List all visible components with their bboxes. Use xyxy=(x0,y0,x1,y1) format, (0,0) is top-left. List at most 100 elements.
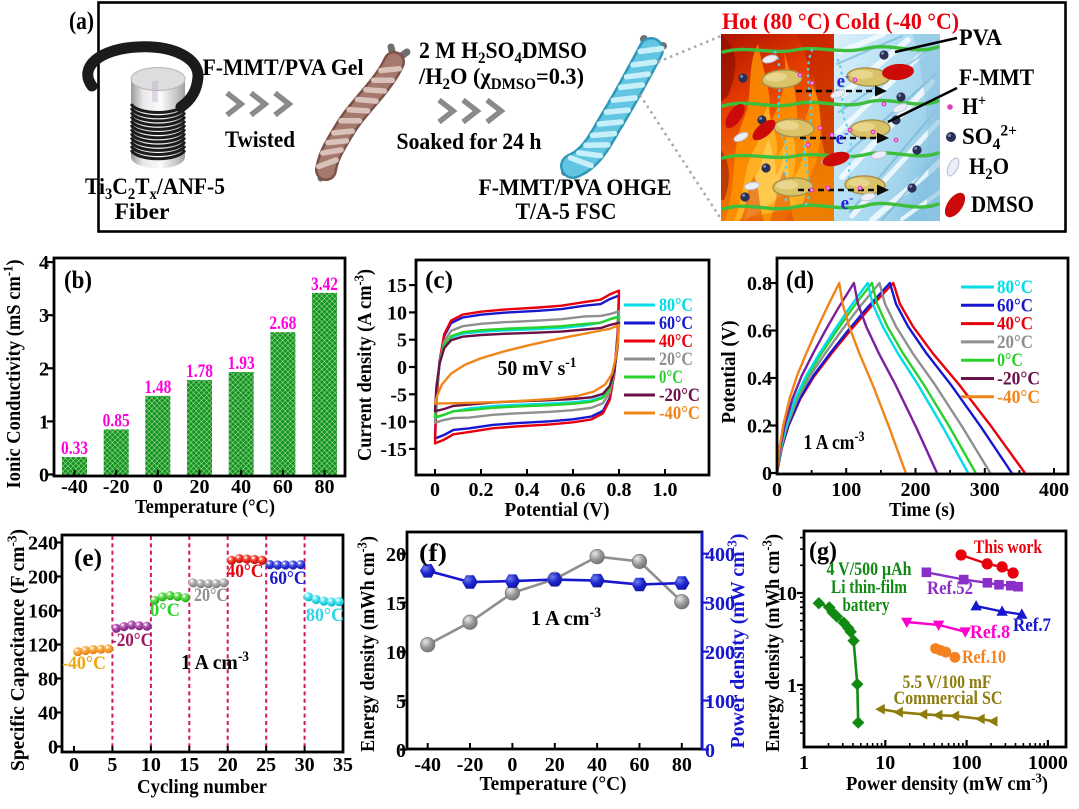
svg-text:Ref.52: Ref.52 xyxy=(927,578,973,599)
svg-text:This work: This work xyxy=(974,537,1042,558)
svg-text:40: 40 xyxy=(587,754,607,776)
svg-text:-20: -20 xyxy=(103,476,130,498)
svg-text:200: 200 xyxy=(705,642,735,664)
svg-text:0°C: 0°C xyxy=(997,350,1023,371)
svg-text:0: 0 xyxy=(69,754,79,776)
svg-text:-40°C: -40°C xyxy=(659,403,700,424)
svg-text:F-MMT/PVA OHGE: F-MMT/PVA OHGE xyxy=(479,175,672,200)
svg-text:0: 0 xyxy=(762,463,772,485)
svg-text:0: 0 xyxy=(430,479,440,501)
svg-text:2 M H2SO4DMSO: 2 M H2SO4DMSO xyxy=(419,38,587,67)
svg-text:Cold (-40 °C): Cold (-40 °C) xyxy=(835,9,959,34)
svg-text:60°C: 60°C xyxy=(997,295,1033,316)
svg-text:(c): (c) xyxy=(425,267,453,294)
svg-text:0.8: 0.8 xyxy=(607,479,632,501)
svg-text:60: 60 xyxy=(273,476,293,498)
svg-text:-20°C: -20°C xyxy=(997,369,1040,390)
svg-text:1.0: 1.0 xyxy=(653,479,678,501)
svg-text:10: 10 xyxy=(141,754,161,776)
svg-text:40°C: 40°C xyxy=(227,561,264,582)
svg-text:Temperature (°C): Temperature (°C) xyxy=(480,773,627,795)
svg-text:0.33: 0.33 xyxy=(61,438,88,459)
svg-text:5: 5 xyxy=(397,330,407,352)
svg-text:240: 240 xyxy=(28,533,58,555)
svg-text:(f): (f) xyxy=(419,540,447,567)
svg-text:40: 40 xyxy=(231,476,251,498)
svg-text:0.2: 0.2 xyxy=(747,416,772,438)
svg-text:-10: -10 xyxy=(380,412,407,434)
svg-text:Ref.8: Ref.8 xyxy=(970,622,1010,643)
svg-text:200: 200 xyxy=(901,479,931,501)
svg-text:300: 300 xyxy=(970,479,1000,501)
svg-text:Cycling number: Cycling number xyxy=(137,776,267,798)
svg-text:-40°C: -40°C xyxy=(62,653,106,674)
svg-text:-5: -5 xyxy=(390,384,407,406)
svg-text:300: 300 xyxy=(705,593,735,615)
svg-text:80: 80 xyxy=(672,754,692,776)
svg-text:Power density (mW cm-3): Power density (mW cm-3) xyxy=(724,533,749,748)
svg-text:40°C: 40°C xyxy=(659,331,693,352)
svg-text:-20°C: -20°C xyxy=(659,385,700,406)
svg-text:1: 1 xyxy=(787,675,797,697)
svg-text:0: 0 xyxy=(153,476,163,498)
svg-text:Potential (V): Potential (V) xyxy=(505,499,610,521)
svg-text:Commercial SC: Commercial SC xyxy=(894,688,1003,709)
svg-text:Temperature (°C): Temperature (°C) xyxy=(135,496,275,518)
svg-text:60°C: 60°C xyxy=(659,313,693,334)
svg-text:20°C: 20°C xyxy=(659,349,693,370)
svg-text:200: 200 xyxy=(28,567,58,589)
svg-text:(d): (d) xyxy=(786,267,814,294)
svg-text:1 A cm-3: 1 A cm-3 xyxy=(531,605,601,630)
svg-text:100: 100 xyxy=(831,479,861,501)
svg-text:35: 35 xyxy=(333,754,353,776)
svg-text:0.2: 0.2 xyxy=(469,479,494,501)
svg-text:1.78: 1.78 xyxy=(186,361,213,382)
svg-text:0.4: 0.4 xyxy=(515,479,540,501)
svg-text:1.48: 1.48 xyxy=(144,377,171,398)
svg-text:2: 2 xyxy=(39,358,49,380)
svg-text:Specific Capacitance (F cm-3): Specific Capacitance (F cm-3) xyxy=(4,529,29,771)
svg-text:(b): (b) xyxy=(64,267,92,294)
svg-text:10: 10 xyxy=(777,583,797,605)
svg-text:Ref.10: Ref.10 xyxy=(962,647,1006,668)
svg-text:-20°C: -20°C xyxy=(111,630,153,651)
svg-text:0°C: 0°C xyxy=(150,600,180,621)
svg-text:Twisted: Twisted xyxy=(225,127,295,152)
svg-text:F-MMT/PVA Gel: F-MMT/PVA Gel xyxy=(203,55,364,80)
svg-text:PVA: PVA xyxy=(959,25,1002,50)
svg-text:Power density (mW cm-3): Power density (mW cm-3) xyxy=(846,770,1048,795)
svg-text:0.6: 0.6 xyxy=(747,321,772,343)
svg-text:Soaked for 24 h: Soaked for 24 h xyxy=(397,129,542,154)
svg-text:-40: -40 xyxy=(414,754,441,776)
svg-text:3.42: 3.42 xyxy=(311,274,338,295)
svg-text:0.8: 0.8 xyxy=(747,273,772,295)
svg-text:0: 0 xyxy=(507,754,517,776)
svg-text:60: 60 xyxy=(629,754,649,776)
svg-text:Fiber: Fiber xyxy=(115,199,170,224)
svg-text:15: 15 xyxy=(386,593,406,615)
svg-text:80°C: 80°C xyxy=(997,277,1033,298)
svg-text:15: 15 xyxy=(387,275,407,297)
svg-text:Energy density (mWh cm-3): Energy density (mWh cm-3) xyxy=(354,536,379,752)
svg-text:0: 0 xyxy=(396,740,406,762)
svg-text:0: 0 xyxy=(772,479,782,501)
svg-text:25: 25 xyxy=(256,754,276,776)
svg-text:100: 100 xyxy=(952,752,982,774)
svg-text:5: 5 xyxy=(396,691,406,713)
svg-text:0.6: 0.6 xyxy=(561,479,586,501)
svg-text:-20: -20 xyxy=(457,754,484,776)
svg-text:20°C: 20°C xyxy=(997,332,1033,353)
svg-text:160: 160 xyxy=(28,601,58,623)
svg-text:1000: 1000 xyxy=(1028,752,1068,774)
svg-text:Li thin-film: Li thin-film xyxy=(831,577,907,598)
svg-text:20: 20 xyxy=(386,544,406,566)
svg-text:10: 10 xyxy=(386,642,406,664)
svg-text:40°C: 40°C xyxy=(997,314,1033,335)
svg-text:DMSO: DMSO xyxy=(971,192,1034,217)
svg-text:F-MMT: F-MMT xyxy=(959,65,1034,90)
svg-text:0: 0 xyxy=(39,465,49,487)
svg-text:4 V/500 μAh: 4 V/500 μAh xyxy=(827,559,912,580)
svg-text:20°C: 20°C xyxy=(194,585,228,606)
svg-text:1 A cm-3: 1 A cm-3 xyxy=(804,429,865,454)
svg-text:5.5 V/100 mF: 5.5 V/100 mF xyxy=(903,672,992,693)
